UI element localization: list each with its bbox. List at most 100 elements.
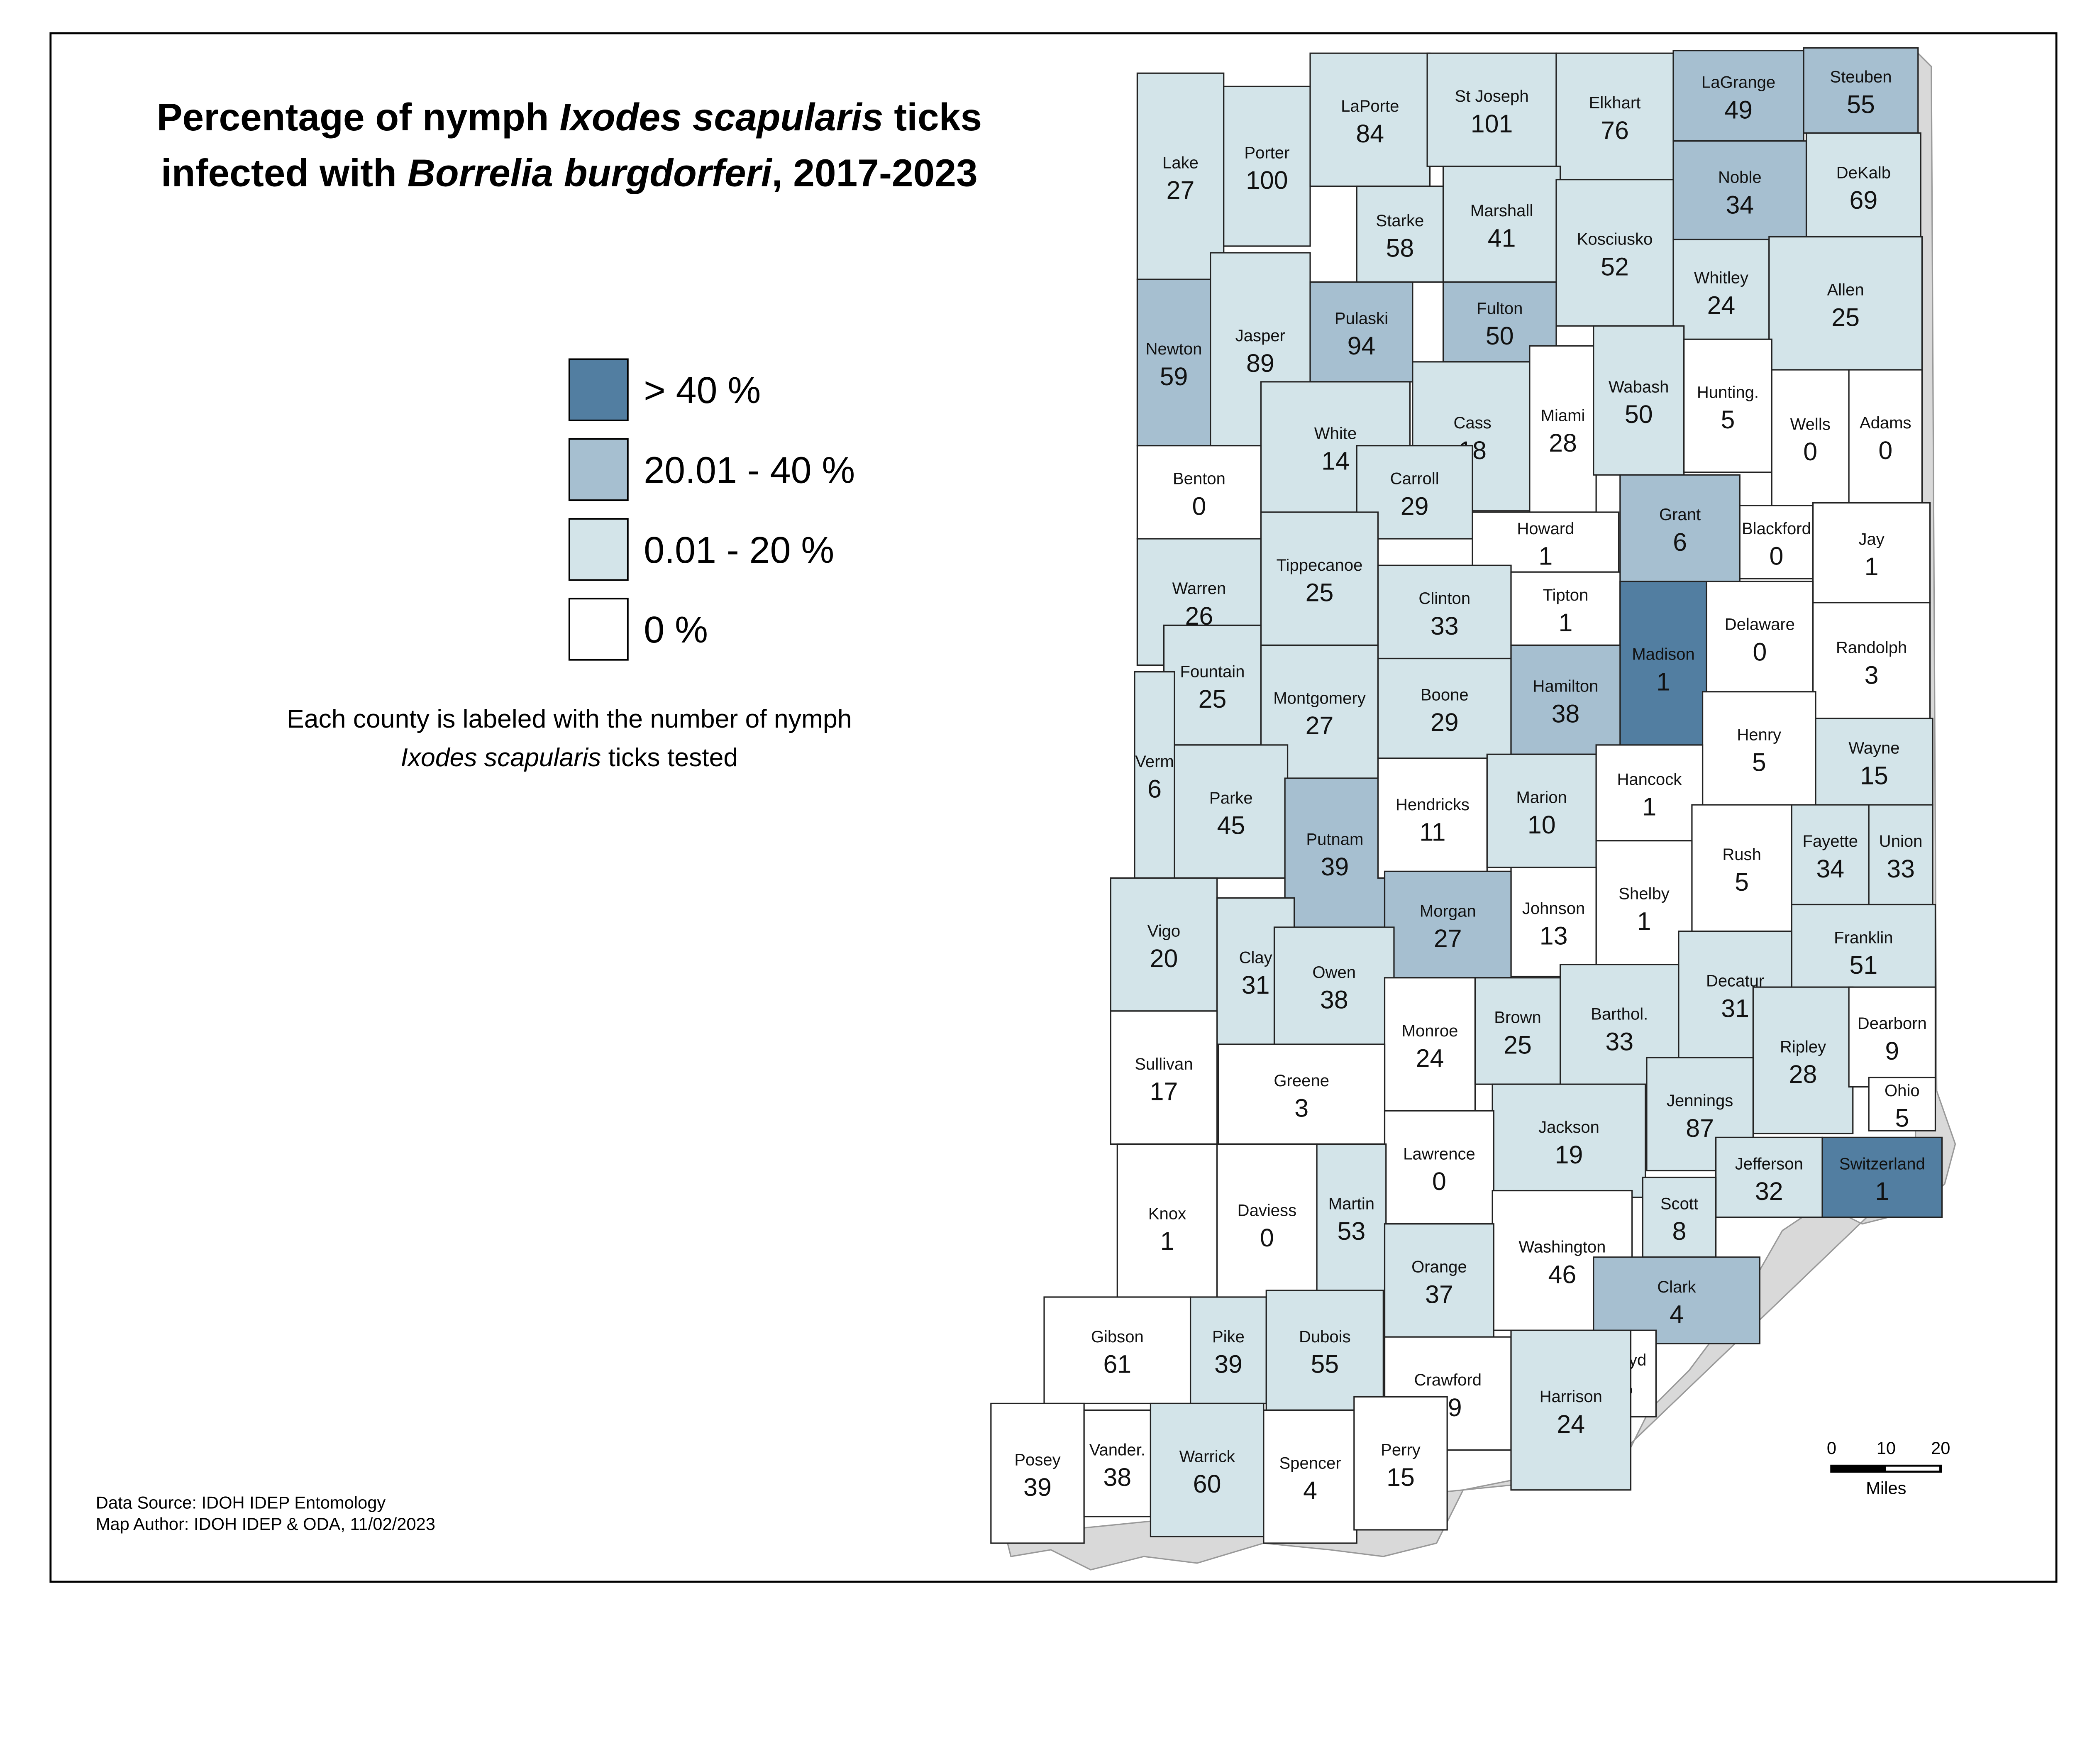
county-name: Cass — [1453, 414, 1491, 432]
county-shape — [1812, 602, 1931, 721]
county-shape — [1377, 564, 1512, 660]
county-shape — [1848, 986, 1936, 1088]
county-name: Jasper — [1235, 327, 1285, 345]
county-name: Spencer — [1279, 1454, 1341, 1472]
county-shape — [1426, 52, 1557, 167]
county-name: Henry — [1737, 726, 1781, 744]
county-harrison: Harrison 24 — [1510, 1329, 1632, 1491]
county-name: Elkhart — [1589, 94, 1641, 112]
map-title-line1: Percentage of nymph Ixodes scapularis ti… — [157, 95, 982, 139]
county-tick-count: 1 — [1642, 793, 1656, 821]
legend-label: 0.01 - 20 % — [644, 530, 834, 571]
county-name: Jefferson — [1735, 1155, 1803, 1173]
county-tick-count: 15 — [1387, 1463, 1415, 1491]
county-tick-count: 3 — [1865, 661, 1879, 689]
county-tick-count: 11 — [1419, 818, 1445, 846]
legend-swatch — [568, 598, 629, 661]
county-name: Barthol. — [1591, 1005, 1648, 1024]
county-shape — [1116, 1143, 1218, 1311]
county-tick-count: 31 — [1721, 994, 1749, 1022]
county-name: Randolph — [1836, 639, 1907, 657]
county-tick-count: 39 — [1023, 1473, 1052, 1501]
county-tick-count: 25 — [1831, 303, 1860, 331]
county-shape — [1384, 1110, 1494, 1225]
county-name: Whitley — [1694, 269, 1748, 287]
county-shape — [1821, 1136, 1943, 1218]
county-laporte: LaPorte 84 — [1309, 52, 1431, 187]
county-wabash: Wabash 50 — [1593, 325, 1685, 476]
county-shape — [1043, 1296, 1191, 1405]
county-name: Washington — [1518, 1238, 1606, 1256]
legend: > 40 % 20.01 - 40 % 0.01 - 20 % 0 % — [568, 358, 855, 661]
county-tick-count: 1 — [1865, 552, 1879, 581]
county-shape — [1752, 986, 1854, 1134]
county-name: Sullivan — [1135, 1055, 1193, 1073]
county-randolph: Randolph 3 — [1812, 602, 1931, 721]
county-name: Kosciusko — [1577, 230, 1653, 249]
county-shape — [1803, 47, 1919, 134]
county-shape — [1134, 671, 1175, 879]
county-name: Parke — [1209, 789, 1253, 807]
county-name: Tipton — [1543, 586, 1589, 604]
county-name: Fayette — [1802, 832, 1858, 850]
county-orange: Orange 37 — [1384, 1223, 1494, 1338]
county-switzerland: Switzerland 1 — [1821, 1136, 1943, 1218]
county-shape — [1486, 753, 1597, 868]
county-miami: Miami 28 — [1529, 345, 1597, 513]
county-tick-count: 27 — [1434, 924, 1462, 953]
county-tick-count: 45 — [1217, 811, 1245, 840]
county-tick-count: 33 — [1887, 855, 1915, 883]
county-allen: Allen 25 — [1768, 236, 1923, 371]
county-owen: Owen 38 — [1273, 926, 1395, 1045]
county-henry: Henry 5 — [1702, 691, 1816, 806]
county-shape — [1083, 1409, 1152, 1517]
county-hendricks: Hendricks 11 — [1377, 757, 1488, 879]
county-name: Steuben — [1830, 68, 1892, 86]
county-shape — [1529, 345, 1597, 513]
county-shape — [1223, 86, 1311, 247]
county-name: Porter — [1244, 144, 1289, 162]
county-warrick: Warrick 60 — [1150, 1402, 1265, 1537]
county-wells: Wells 0 — [1771, 369, 1850, 506]
county-name: Fountain — [1180, 662, 1245, 681]
county-shape — [1284, 777, 1386, 928]
county-pike: Pike 39 — [1189, 1296, 1267, 1405]
county-tick-count: 55 — [1311, 1350, 1339, 1378]
county-tick-count: 39 — [1321, 853, 1349, 881]
county-clinton: Clinton 33 — [1377, 564, 1512, 660]
county-newton: Newton 59 — [1136, 279, 1211, 447]
scale-bar: 0 10 20 Miles — [1827, 1438, 1950, 1498]
county-ripley: Ripley 28 — [1752, 986, 1854, 1134]
county-parke: Parke 45 — [1174, 744, 1289, 879]
county-tick-count: 38 — [1552, 699, 1580, 728]
county-shape — [1619, 581, 1707, 755]
county-tick-count: 0 — [1192, 492, 1206, 520]
county-name: Ripley — [1780, 1038, 1826, 1056]
county-name: Dubois — [1299, 1328, 1351, 1346]
county-shape — [1593, 1256, 1760, 1344]
county-name: Howard — [1517, 520, 1574, 538]
county-tick-count: 41 — [1488, 224, 1516, 252]
county-name: Warren — [1172, 579, 1226, 598]
county-clark: Clark 4 — [1593, 1256, 1760, 1344]
county-tipton: Tipton 1 — [1510, 571, 1621, 646]
county-tick-count: 33 — [1431, 612, 1459, 640]
county-shape — [1189, 1296, 1267, 1405]
county-hancock: Hancock 1 — [1595, 744, 1704, 842]
county-name: Hunting. — [1697, 383, 1759, 401]
county-fayette: Fayette 34 — [1791, 804, 1870, 906]
county-name: Orange — [1411, 1258, 1467, 1276]
county-adams: Adams 0 — [1848, 369, 1923, 504]
county-name: Daviess — [1238, 1201, 1296, 1219]
county-tick-count: 29 — [1431, 708, 1459, 736]
county-tick-count: 0 — [1770, 542, 1784, 570]
county-shape — [1150, 1402, 1265, 1537]
county-name: Jennings — [1667, 1092, 1733, 1110]
county-shape — [1110, 1010, 1218, 1145]
county-tick-count: 20 — [1150, 944, 1178, 972]
county-name: DeKalb — [1836, 164, 1891, 182]
county-shape — [1672, 50, 1804, 142]
county-jefferson: Jefferson 32 — [1715, 1136, 1823, 1218]
county-tick-count: 4 — [1670, 1300, 1684, 1328]
legend-swatch — [568, 358, 629, 421]
